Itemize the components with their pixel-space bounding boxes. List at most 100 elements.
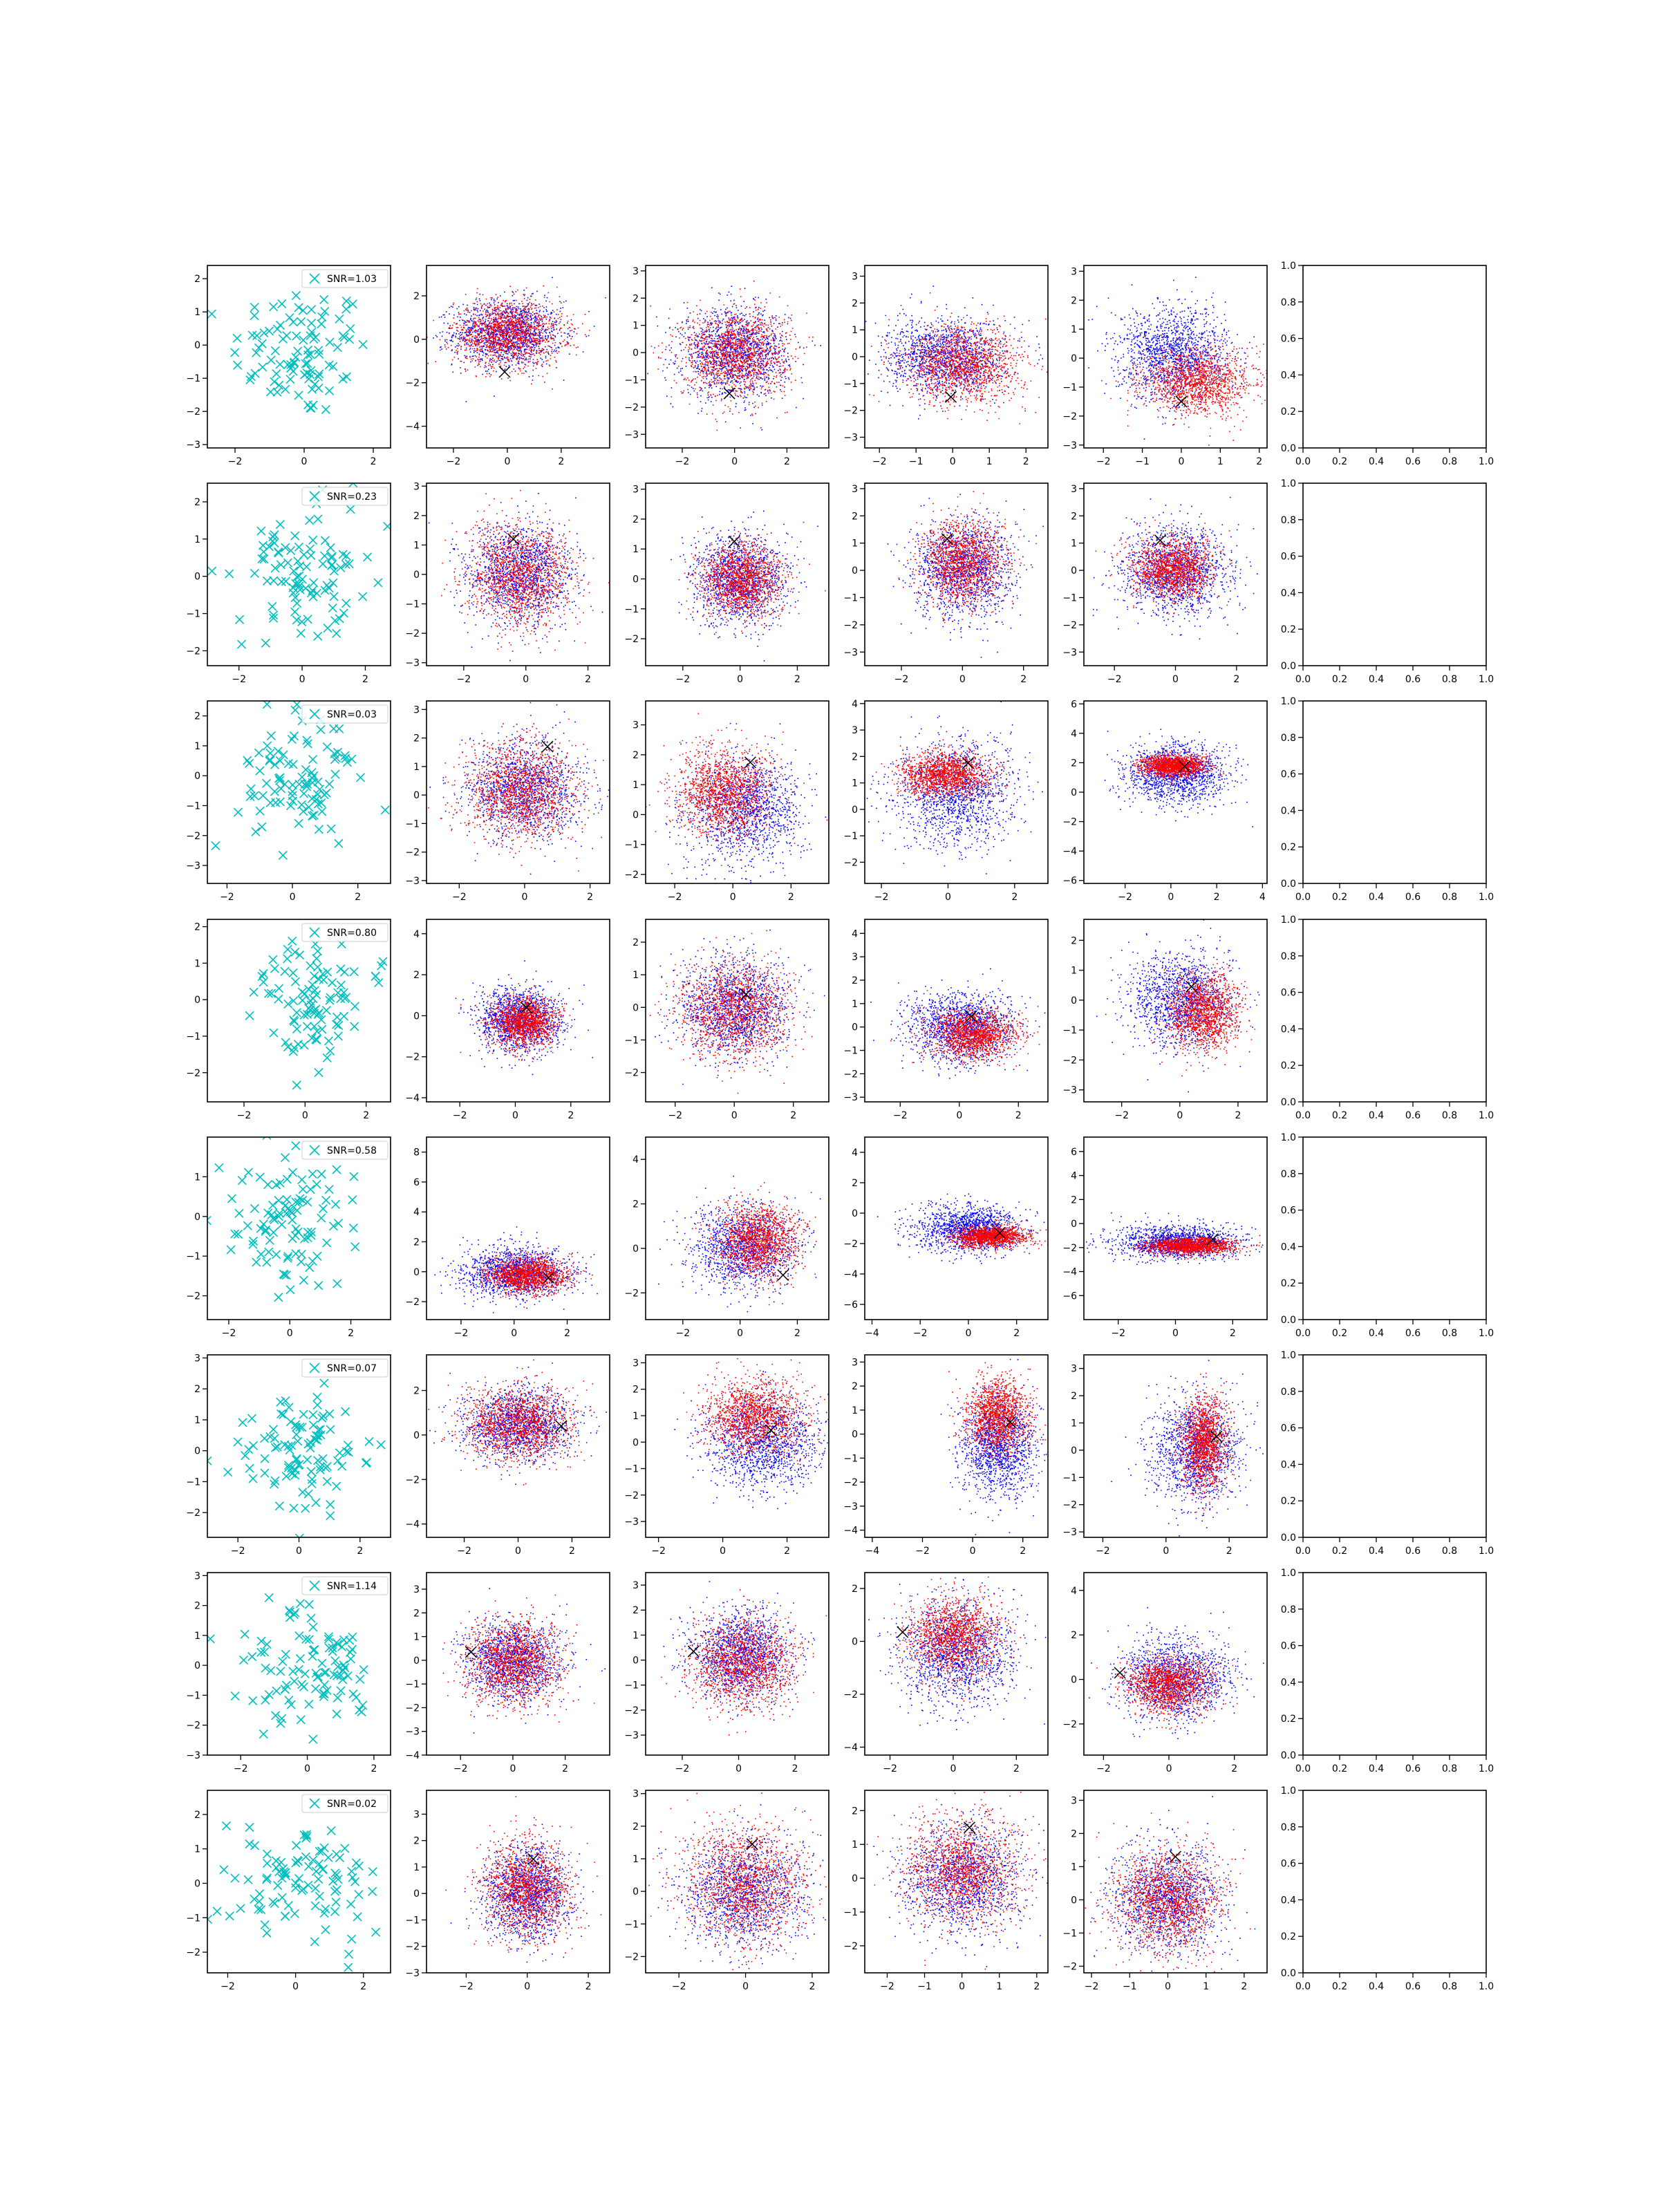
data-point (235, 1209, 243, 1217)
y-tick-label: −1 (843, 831, 858, 842)
y-tick-label: 0.4 (1281, 1459, 1296, 1470)
panel-r1-c2: −2 0 2−4−202 (405, 265, 610, 467)
series-blue-points (1105, 729, 1253, 827)
x-tick-label: 0.8 (1442, 1546, 1457, 1557)
data-point (259, 541, 268, 550)
x-tick-label: 0 (290, 892, 296, 903)
data-point (323, 1053, 331, 1062)
y-tick-label: −6 (1062, 876, 1077, 887)
data-point (341, 1844, 349, 1853)
x-tick-label: 0 (524, 1981, 530, 1992)
data-point (238, 1418, 247, 1427)
y-tick-label: −2 (843, 620, 858, 631)
data-point (293, 700, 301, 709)
data-point (283, 945, 292, 953)
data-point (334, 1032, 342, 1040)
x-tick-label: 2 (585, 674, 591, 685)
y-tick-label: 0.0 (1281, 1097, 1296, 1108)
data-point (245, 1824, 254, 1832)
y-tick-label: 1 (852, 778, 858, 789)
series-red-points (869, 292, 1059, 424)
data-point (331, 770, 339, 778)
x-tick-label: 1 (986, 456, 993, 467)
data-point (259, 969, 268, 977)
data-point (267, 356, 275, 364)
y-tick-label: 2 (632, 1385, 639, 1396)
data-point (295, 1534, 303, 1542)
data-point (259, 978, 268, 986)
panel-r7-c6: 0.0 0.2 0.4 0.6 0.8 1.00.00.20.40.60.81.0 (1281, 1568, 1494, 1774)
y-tick-label: 2 (194, 497, 200, 508)
x-tick-label: −2 (457, 1546, 471, 1557)
x-tick-label: 0.6 (1405, 1328, 1421, 1339)
x-tick-label: 0.8 (1442, 1110, 1457, 1121)
data-point (257, 1250, 265, 1259)
data-point (283, 955, 292, 963)
data-point (323, 743, 331, 751)
y-tick-label: 1 (194, 307, 200, 318)
plot-area (1111, 1360, 1263, 1563)
x-tick-label: 1.0 (1479, 1328, 1494, 1339)
y-tick-label: −3 (405, 876, 420, 887)
data-point (261, 1921, 269, 1929)
x-tick-label: 0 (970, 1546, 976, 1557)
data-point (261, 639, 270, 647)
data-point (289, 583, 297, 592)
legend-label: SNR=1.14 (327, 1581, 377, 1592)
series-blue-points (658, 1176, 821, 1313)
data-point (288, 1216, 297, 1224)
data-point (309, 592, 317, 601)
x-tick-label: 2 (1020, 674, 1027, 685)
x-tick-label: 0 (950, 1763, 956, 1774)
x-tick-label: 0.6 (1405, 1110, 1421, 1121)
y-tick-label: 8 (413, 1147, 420, 1159)
data-point (315, 384, 323, 393)
data-point (340, 968, 348, 976)
y-tick-label: −1 (1062, 592, 1077, 603)
data-point (341, 1664, 349, 1672)
data-point (272, 1181, 281, 1189)
y-tick-label: −2 (405, 1703, 420, 1714)
data-point (279, 851, 287, 859)
x-tick-label: 0.2 (1332, 1110, 1347, 1121)
series-blue-points (941, 1359, 1062, 1542)
y-tick-label: 0.2 (1281, 1931, 1296, 1942)
plot-area (626, 1790, 861, 1990)
x-tick-label: −2 (651, 1546, 666, 1557)
data-point (243, 756, 252, 765)
x-tick-label: 0 (737, 1328, 743, 1339)
y-tick-label: 1 (194, 741, 200, 752)
data-point (377, 1441, 385, 1449)
x-tick-label: 2 (348, 1328, 354, 1339)
data-point (374, 579, 382, 587)
y-tick-label: 3 (852, 484, 858, 495)
y-tick-label: 0.8 (1281, 515, 1296, 526)
x-tick-label: 0.0 (1295, 1110, 1311, 1121)
x-tick-label: −2 (234, 1763, 248, 1774)
data-point (326, 1047, 335, 1055)
data-point (304, 1490, 312, 1498)
x-tick-label: 0 (1177, 1110, 1183, 1121)
axes-frame (1303, 919, 1486, 1102)
y-tick-label: 2 (852, 1381, 858, 1392)
y-tick-label: 0.6 (1281, 1206, 1296, 1217)
y-tick-label: 0 (1071, 1445, 1077, 1456)
axes-frame (1303, 1137, 1486, 1320)
data-point (294, 1665, 303, 1674)
data-point (276, 798, 284, 806)
data-point (303, 1456, 312, 1464)
data-point (335, 1219, 343, 1228)
data-point (338, 1462, 346, 1470)
plot-area (640, 281, 821, 431)
data-point (326, 1409, 334, 1418)
y-tick-label: 1 (1071, 324, 1077, 335)
y-tick-label: −1 (186, 1690, 200, 1701)
data-point (301, 1853, 310, 1861)
y-tick-label: −3 (624, 429, 639, 440)
y-tick-label: 0.8 (1281, 733, 1296, 744)
data-point (227, 1246, 235, 1254)
y-tick-label: 0.8 (1281, 1387, 1296, 1398)
data-point (365, 1437, 373, 1445)
data-point (352, 1694, 360, 1702)
